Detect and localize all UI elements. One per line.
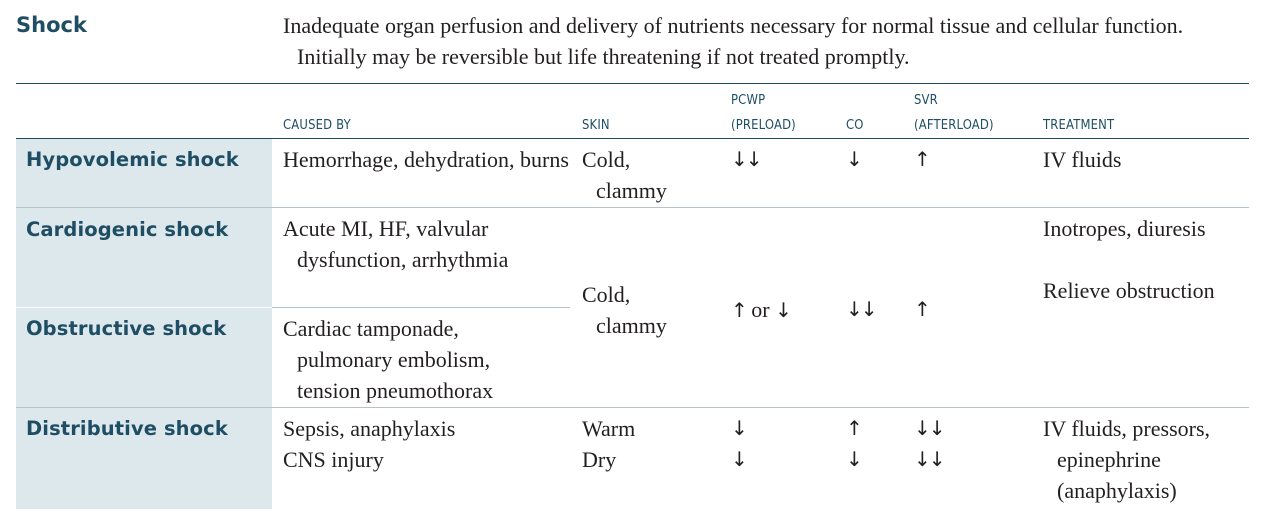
pcwp-cardiogenic-obstructive: ↑ or ↓ bbox=[731, 294, 792, 326]
row-name-cardiogenic: Cardiogenic shock bbox=[26, 218, 229, 241]
co-hypovolemic: ↓ bbox=[846, 147, 863, 171]
treatment-distributive: IV fluids, pressors, epinephrine (anaphy… bbox=[1043, 416, 1211, 503]
caused-by-obstructive: Cardiac tamponade, pulmonary embolism, t… bbox=[283, 316, 494, 403]
caused-by-hypovolemic: Hemorrhage, dehydration, burns bbox=[283, 147, 569, 172]
skin-distributive-1: Warm bbox=[582, 416, 636, 441]
skin-cardiogenic-obstructive: Cold, clammy bbox=[582, 282, 667, 338]
arrow-up-icon: ↑ bbox=[731, 298, 748, 322]
co-distributive-1: ↑ bbox=[846, 416, 863, 440]
co-cardiogenic-obstructive: ↓↓ bbox=[846, 297, 877, 321]
caused-by-distributive-1: Sepsis, anaphylaxis bbox=[283, 416, 456, 441]
svr-distributive-2: ↓↓ bbox=[914, 447, 945, 471]
header-pcwp-line2: (PRELOAD) bbox=[731, 117, 796, 133]
treatment-obstructive: Relieve obstruction bbox=[1043, 278, 1215, 303]
svr-distributive-1: ↓↓ bbox=[914, 416, 945, 440]
table-top-rule bbox=[16, 83, 1249, 84]
pcwp-hypovolemic: ↓↓ bbox=[731, 147, 762, 171]
treatment-hypovolemic: IV fluids bbox=[1043, 147, 1122, 172]
row-divider-cardiogenic-obstructive bbox=[272, 307, 570, 308]
svr-hypovolemic: ↑ bbox=[914, 147, 931, 171]
row-name-obstructive: Obstructive shock bbox=[26, 317, 227, 340]
header-svr-line2: (AFTERLOAD) bbox=[914, 117, 994, 133]
co-distributive-2: ↓ bbox=[846, 447, 863, 471]
header-skin: SKIN bbox=[582, 117, 610, 133]
header-caused-by: CAUSED BY bbox=[283, 117, 351, 133]
caused-by-distributive-2: CNS injury bbox=[283, 447, 384, 472]
pcwp-or-text: or bbox=[745, 297, 776, 322]
row-name-hypovolemic: Hypovolemic shock bbox=[26, 148, 239, 171]
row-label-column bbox=[16, 139, 272, 509]
row-name-distributive: Distributive shock bbox=[26, 417, 228, 440]
svr-cardiogenic-obstructive: ↑ bbox=[914, 297, 931, 321]
row-divider-label-gap bbox=[16, 307, 272, 308]
row-divider-1 bbox=[16, 207, 1249, 208]
skin-hypovolemic: Cold, clammy bbox=[582, 147, 667, 203]
treatment-cardiogenic: Inotropes, diuresis bbox=[1043, 216, 1206, 241]
arrow-down-icon: ↓ bbox=[775, 298, 792, 322]
skin-distributive-2: Dry bbox=[582, 447, 617, 472]
header-svr-line1: SVR bbox=[914, 92, 938, 108]
header-co: CO bbox=[846, 117, 864, 133]
header-pcwp-line1: PCWP bbox=[731, 92, 766, 108]
pcwp-distributive-2: ↓ bbox=[731, 447, 748, 471]
definition-text: Inadequate organ perfusion and delivery … bbox=[283, 13, 1184, 69]
header-treatment: TREATMENT bbox=[1043, 117, 1115, 133]
header-bottom-rule bbox=[16, 138, 1249, 139]
pcwp-distributive-1: ↓ bbox=[731, 416, 748, 440]
row-divider-3 bbox=[16, 407, 1249, 408]
caused-by-cardiogenic: Acute MI, HF, valvular dysfunction, arrh… bbox=[283, 216, 509, 272]
page-title: Shock bbox=[16, 13, 87, 37]
